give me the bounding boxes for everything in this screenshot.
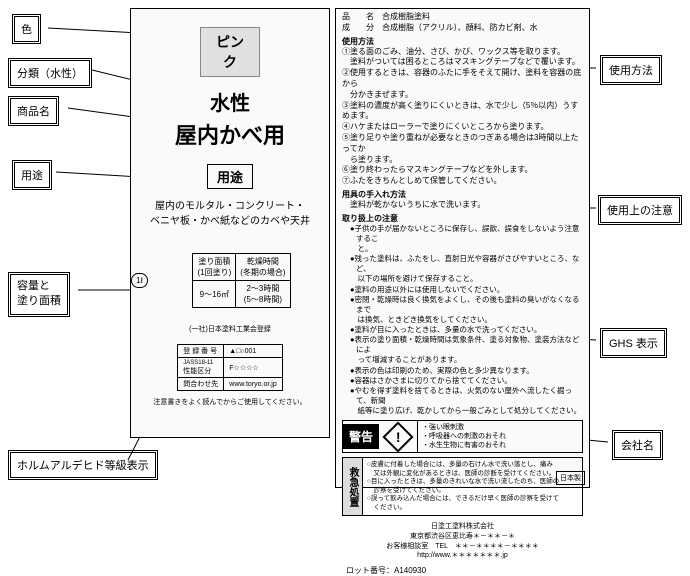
reg-title: (一社)日本塗料工業会登録 — [131, 324, 329, 334]
howto-list: ①塗る面のごみ、油分、さび、かび、ワックス等を取ります。 塗料がついては困るとこ… — [336, 47, 589, 187]
lot-number: ロット番号：A140930 — [336, 565, 589, 576]
capacity-oval: 1ℓ — [131, 273, 148, 288]
care-line: 以下の場所を避けて保存すること。 — [342, 274, 583, 284]
front-panel: ピンク 水性 屋内かべ用 用途 屋内のモルタル・コンクリート・ ベニヤ板・かべ紙… — [130, 8, 330, 438]
back-panel: 品 名 合成樹脂塗料 成 分 合成樹脂（アクリル）、顔料、防カビ剤、水 使用方法… — [335, 8, 590, 488]
st-h1b: (1回塗り) — [197, 268, 231, 277]
rt-2a: JASS18-11 — [183, 360, 213, 366]
st-h1: 塗り面積 — [198, 257, 230, 266]
title-1: 水性 — [131, 87, 329, 116]
company-addr: 東京都渋谷区恵比寿＊－＊＊－＊ — [336, 532, 589, 542]
care-line: ●子供の手が届かないところに保存し、誤飲、誤食をしないよう注意するこ — [342, 224, 583, 244]
desc-l2: ベニヤ板・かべ紙などのカベや天井 — [150, 216, 310, 227]
care-line: 紙等に塗り広げ、乾かしてから一般ごみとして処分してください。 — [342, 406, 583, 416]
color-box: ピンク — [200, 27, 260, 77]
company-name: 日塗工塗料株式会社 — [336, 522, 589, 532]
care-line: と。 — [342, 244, 583, 254]
care-line: は換気、ときどき換気をしてください。 — [342, 315, 583, 325]
howto-line: ②使用するときは、容器のふたに手をそえて開け、塗料を容器の底から — [336, 68, 589, 90]
company-tel: お客様相談室 TEL ＊＊－＊＊＊＊－＊＊＊＊ — [336, 542, 589, 552]
ghs-diamond-icon: ! — [382, 421, 413, 452]
ghs-mark: ! — [396, 429, 401, 445]
seibun-l: 成 分 — [342, 23, 374, 32]
howto-line: ら塗ります。 — [336, 155, 589, 166]
callout-ghs: GHS 表示 — [600, 328, 667, 358]
rt-4b: www.toryo.or.jp — [224, 378, 282, 391]
st-v2: 2～3時間 — [246, 284, 279, 293]
warning-row: 警告 ! ・強い眼刺激・呼吸器への刺激のおそれ・水生生物に有害のおそれ — [342, 420, 583, 453]
callout-productname: 商品名 — [8, 96, 59, 126]
care-line: ●残った塗料は、ふたをし、直射日光や容器がさびやすいところ、など、 — [342, 254, 583, 274]
callout-formaldehyde: ホルムアルデヒド等級表示 — [8, 450, 158, 480]
desc-l1: 屋内のモルタル・コンクリート・ — [155, 201, 305, 212]
reg-table: 登 録 番 号▲□○001 JASS18-11 性能区分 F☆☆☆☆ 問合わせ先ww… — [177, 344, 282, 391]
care-head: 取り扱上の注意 — [336, 211, 589, 224]
st-h2b: (冬期の場合) — [240, 268, 285, 277]
tool-head: 用具の手入れ方法 — [336, 187, 589, 200]
howto-line: ⑦ふたをきちんとしめて保管してください。 — [336, 176, 589, 187]
firstaid-row: 救急処置 ○皮膚に付着した場合には、多量の石けん水で洗い落とし、痛み 又は外観に… — [342, 457, 583, 516]
howto-line: ⑤塗り足りや塗り重ねが必要なときのつぎある場合は3時間以上たってか — [336, 133, 589, 155]
care-line: ●塗料が目に入ったときは、多量の水で洗ってください。 — [342, 325, 583, 335]
bottom-note: 注意書きをよく読んでからご使用してください。 — [131, 397, 329, 407]
rt-4a: 問合わせ先 — [178, 378, 224, 391]
howto-line: ⑥塗り終わったらマスキングテープなどを外します。 — [336, 165, 589, 176]
aid-text: ○皮膚に付着した場合には、多量の石けん水で洗い落とし、痛み 又は外観に変化がある… — [363, 458, 563, 515]
hinmei-v: 合成樹脂塗料 — [382, 12, 430, 21]
care-line: ●表示の色は印刷のため、実際の色と多少異なります。 — [342, 366, 583, 376]
howto-head: 使用方法 — [336, 34, 589, 47]
company-block: 日塗工塗料株式会社 東京都渋谷区恵比寿＊－＊＊－＊ お客様相談室 TEL ＊＊－… — [336, 522, 589, 561]
rt-2b: F☆☆☆☆ — [224, 358, 282, 378]
usage-box: 用途 — [207, 164, 253, 189]
made-in: 日本製 — [556, 471, 585, 485]
callout-howto: 使用方法 — [600, 55, 662, 85]
howto-line: ①塗る面のごみ、油分、さび、かび、ワックス等を取ります。 — [336, 47, 589, 58]
care-line: ●塗料の用途以外には使用しないでください。 — [342, 285, 583, 295]
company-url: http://www.＊＊＊＊＊＊＊.jp — [336, 551, 589, 561]
callout-color: 色 — [12, 14, 41, 44]
howto-line: 分かきまぜます。 — [336, 90, 589, 101]
title-2: 屋内かべ用 — [131, 118, 329, 150]
st-h2: 乾燥時間 — [247, 257, 279, 266]
care-line: ●表示の塗り面積・乾燥時間は気象条件、塗る対象物、塗装方法などによ — [342, 335, 583, 355]
callout-company: 会社名 — [612, 430, 663, 460]
seibun-v: 合成樹脂（アクリル）、顔料、防カビ剤、水 — [382, 23, 538, 32]
callout-capacity-l2: 塗り面積 — [17, 295, 61, 307]
callout-capacity: 容量と塗り面積 — [8, 272, 70, 317]
hinmei-l: 品 名 — [342, 12, 374, 21]
rt-3a: 性能区分 — [183, 368, 211, 375]
spec-table: 塗り面積 (1回塗り) 乾燥時間 (冬期の場合) 9～16㎡ 2～3時間 (5～8時間… — [192, 253, 290, 308]
care-line: って増減することがあります。 — [342, 355, 583, 365]
rt-1b: ▲□○001 — [224, 345, 282, 358]
callout-capacity-l1: 容量と — [17, 280, 50, 292]
care-list: ●子供の手が届かないところに保存し、誤飲、誤食をしないよう注意するこ と。●残っ… — [336, 224, 589, 416]
tool-line: 塗料が乾かないうちに水で洗います。 — [336, 200, 589, 211]
callout-category: 分類（水性） — [8, 58, 92, 88]
howto-line: 塗料がついては困るところはマスキングテープなどで覆います。 — [336, 57, 589, 68]
callout-precautions: 使用上の注意 — [598, 195, 682, 225]
care-line: ●密閉・乾燥時は良く換気をよくし、その後も塗料の臭いがなくなるまで — [342, 295, 583, 315]
howto-line: ③塗料の濃度が高く塗りにくいときは、水で少し（5％以内）うすめます。 — [336, 101, 589, 123]
care-line: ●容器はさかさまに切りてから捨ててください。 — [342, 376, 583, 386]
st-v2b: (5～8時間) — [244, 295, 282, 304]
aid-label: 救急処置 — [343, 458, 363, 515]
warn-label: 警告 — [343, 424, 379, 449]
howto-line: ④ハケまたはローラーで塗りにくいところから塗ります。 — [336, 122, 589, 133]
rt-1a: 登 録 番 号 — [178, 345, 224, 358]
st-v1: 9～16㎡ — [193, 281, 236, 308]
warn-text: ・強い眼刺激・呼吸器への刺激のおそれ・水生生物に有害のおそれ — [417, 421, 582, 452]
care-line: ●やむを得ず塗料を捨てるときは、火気のない屋外へ流したく掘って、新聞 — [342, 386, 583, 406]
callout-usage: 用途 — [12, 160, 52, 190]
usage-desc: 屋内のモルタル・コンクリート・ ベニヤ板・かべ紙などのカベや天井 — [139, 199, 321, 229]
